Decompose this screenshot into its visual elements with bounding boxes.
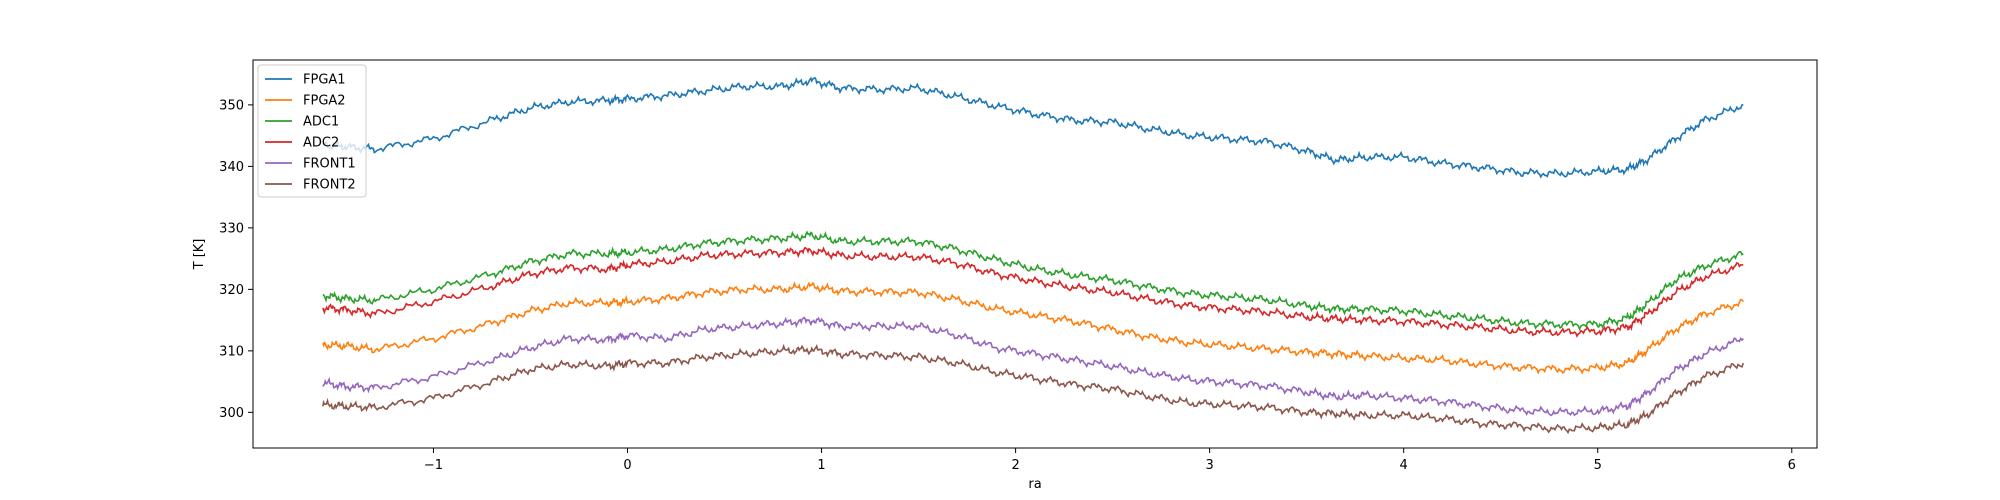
series-line-adc1 [322,230,1744,332]
y-tick-label: 320 [219,283,244,298]
x-axis: −1 0 1 2 3 4 5 6 [424,448,1796,473]
x-tick-label: 4 [1400,458,1408,473]
legend-label-fpga2: FPGA2 [303,94,346,109]
y-axis: 300 310 320 330 340 350 [219,98,253,421]
legend-box [257,64,367,198]
x-tick-label: 3 [1205,458,1213,473]
legend-label-front2: FRONT2 [303,178,356,193]
legend: FPGA1 FPGA2 ADC1 ADC2 FRONT1 FRONT2 [257,64,367,198]
legend-label-adc1: ADC1 [303,115,339,130]
y-tick-label: 310 [219,344,244,359]
y-tick-label: 300 [219,406,244,421]
y-tick-label: 330 [219,221,244,236]
legend-label-fpga1: FPGA1 [303,73,346,88]
series-line-adc2 [322,246,1744,338]
series-line-front1 [322,316,1744,417]
x-tick-label: 6 [1788,458,1796,473]
y-tick-label: 340 [219,160,244,175]
series-line-fpga1 [322,76,1744,179]
plot-area-frame [252,59,1818,449]
y-axis-label: T [K] [192,239,207,271]
x-tick-label: 5 [1594,458,1602,473]
legend-label-front1: FRONT1 [303,157,356,172]
x-tick-label: 0 [623,458,631,473]
series-line-fpga2 [322,281,1744,375]
y-tick-label: 350 [219,98,244,113]
x-axis-label: ra [1028,477,1041,492]
legend-label-adc2: ADC2 [303,136,339,151]
series-layer [322,76,1745,435]
x-tick-label: 2 [1011,458,1019,473]
x-tick-label: 1 [817,458,825,473]
series-line-front2 [322,343,1745,435]
x-tick-label: −1 [424,458,443,473]
